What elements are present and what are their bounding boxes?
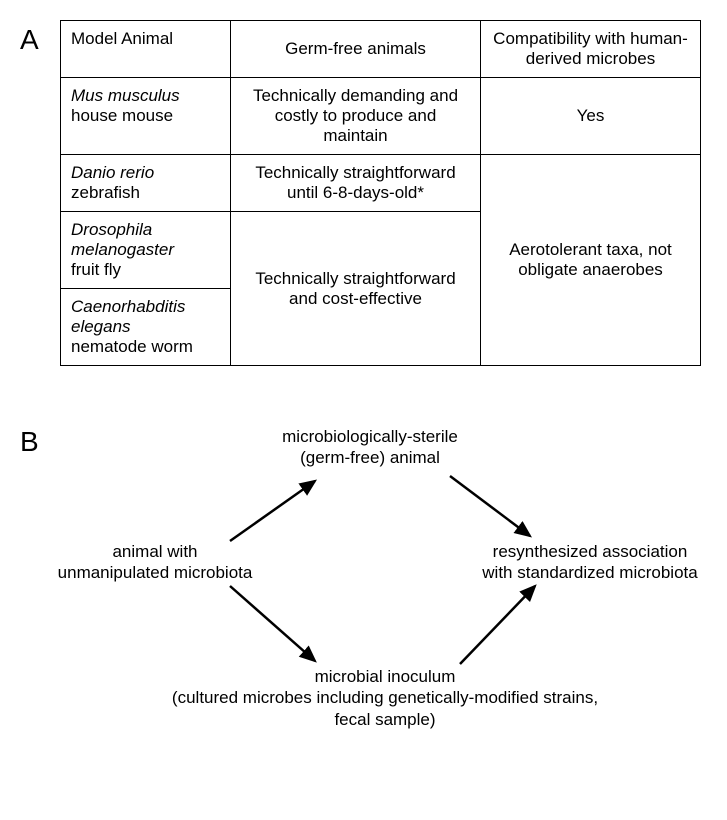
arrow-layer [60,426,710,746]
table-header-row: Model Animal Germ-free animals Compatibi… [61,21,701,78]
cell-mouse-compat: Yes [481,78,701,155]
cell-nematode-name: Caenorhabditis elegans nematode worm [61,289,231,366]
header-model-animal: Model Animal [61,21,231,78]
cell-shared-germfree: Technically straightforward and cost-eff… [231,212,481,366]
model-animal-table: Model Animal Germ-free animals Compatibi… [60,20,701,366]
panel-b: B microbiologically-sterile (germ-free) … [20,426,707,746]
header-germ-free: Germ-free animals [231,21,481,78]
species-italic: Caenorhabditis elegans [71,297,185,336]
species-italic: Drosophila melanogaster [71,220,174,259]
arrow [460,586,535,664]
cell-zebrafish-germfree: Technically straightforward until 6-8-da… [231,155,481,212]
panel-b-label: B [20,426,39,458]
arrow [450,476,530,536]
species-common: zebrafish [71,183,140,202]
cell-fruitfly-name: Drosophila melanogaster fruit fly [61,212,231,289]
header-compatibility: Compatibility with human-derived microbe… [481,21,701,78]
species-common: fruit fly [71,260,121,279]
table-row: Danio rerio zebrafish Technically straig… [61,155,701,212]
cell-zebrafish-name: Danio rerio zebrafish [61,155,231,212]
species-italic: Danio rerio [71,163,154,182]
cell-shared-compat: Aerotolerant taxa, not obligate anaerobe… [481,155,701,366]
table-row: Mus musculus house mouse Technically dem… [61,78,701,155]
species-common: house mouse [71,106,173,125]
arrow [230,481,315,541]
cell-mouse-name: Mus musculus house mouse [61,78,231,155]
flow-diagram: microbiologically-sterile (germ-free) an… [60,426,710,746]
species-common: nematode worm [71,337,193,356]
panel-a: A Model Animal Germ-free animals Compati… [20,20,707,366]
arrow [230,586,315,661]
cell-mouse-germfree: Technically demanding and costly to prod… [231,78,481,155]
panel-a-label: A [20,24,39,56]
species-italic: Mus musculus [71,86,180,105]
